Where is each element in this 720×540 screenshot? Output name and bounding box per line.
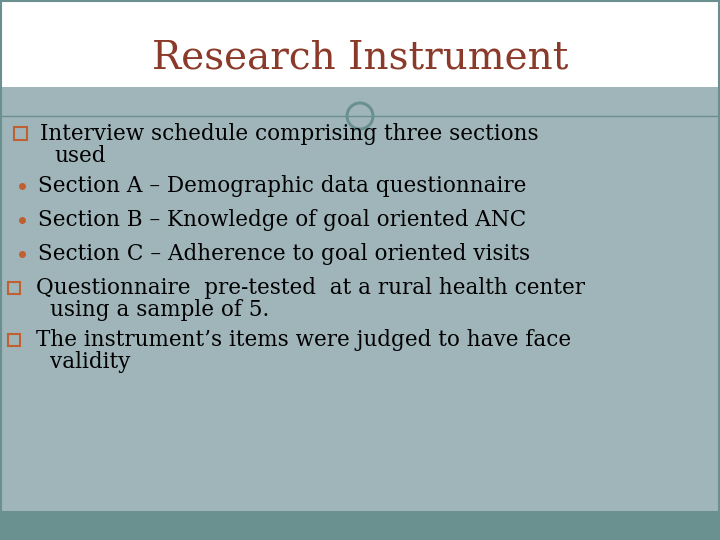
Text: Section B – Knowledge of goal oriented ANC: Section B – Knowledge of goal oriented A… [38,209,526,231]
Bar [0,87,720,511]
Text: used: used [54,145,106,167]
Text: validity: validity [50,351,130,373]
Bar [8,282,20,294]
Text: The instrument’s items were judged to have face: The instrument’s items were judged to ha… [36,329,571,351]
Text: Section C – Adherence to goal oriented visits: Section C – Adherence to goal oriented v… [38,243,530,265]
Bar [14,127,27,140]
Bar [0,0,720,116]
Bar [8,334,20,346]
Text: Questionnaire  pre-tested  at a rural health center: Questionnaire pre-tested at a rural heal… [36,277,585,299]
Text: using a sample of 5.: using a sample of 5. [50,299,269,321]
Text: Interview schedule comprising three sections: Interview schedule comprising three sect… [40,123,539,145]
Bar [0,511,720,540]
Text: Research Instrument: Research Instrument [152,39,568,77]
Text: Section A – Demographic data questionnaire: Section A – Demographic data questionnai… [38,175,526,197]
